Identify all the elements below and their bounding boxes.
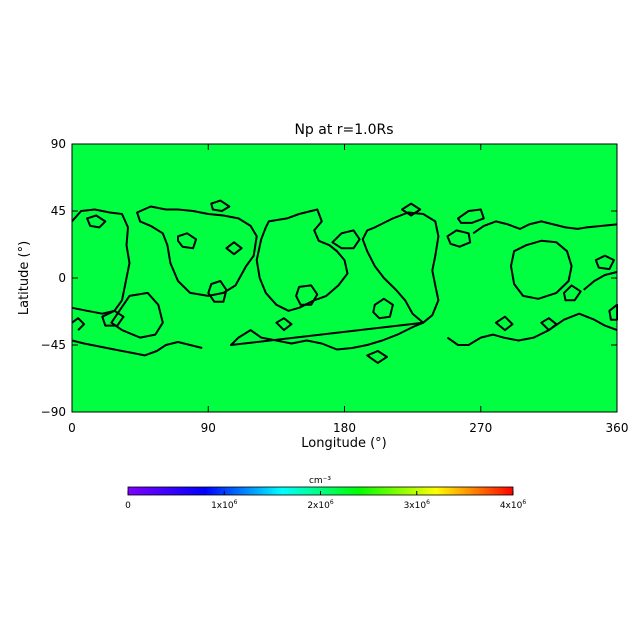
contour-small-4 — [446, 229, 472, 248]
colorbar-ticks: 0 1x106 2x106 3x106 4x106 — [125, 491, 526, 511]
contour-north-band — [71, 208, 131, 315]
contour-small-1 — [177, 232, 198, 250]
contour-small-8 — [210, 199, 231, 212]
colorbar-tick-label: 0 — [125, 501, 131, 511]
contour-right-lobe — [510, 239, 573, 300]
x-tick-label: 0 — [68, 421, 76, 435]
y-tick-label: −90 — [41, 405, 66, 419]
contour-small-3 — [295, 284, 319, 306]
colorbar-unit: cm⁻³ — [309, 476, 331, 486]
y-axis-label: Latitude (°) — [17, 241, 32, 315]
contour-small-16 — [401, 202, 422, 217]
contour-edge-lobe — [583, 271, 618, 291]
x-tick-label: 270 — [469, 421, 492, 435]
colorbar-tick-label: 1x106 — [211, 499, 238, 511]
x-tick-label: 90 — [201, 421, 216, 435]
contour-small-7 — [86, 214, 107, 229]
x-tick-label: 360 — [606, 421, 629, 435]
contour-right-ring — [472, 220, 618, 235]
contour-lines — [71, 199, 618, 364]
contour-small-15 — [366, 350, 388, 364]
contour-small-10 — [594, 254, 615, 271]
x-axis: 0 90 180 270 360 — [68, 144, 628, 435]
contour-upper-left-band — [136, 205, 258, 297]
y-tick-label: 90 — [51, 137, 66, 151]
contour-small-12 — [563, 284, 582, 302]
colorbar-tick-label: 4x106 — [500, 499, 527, 511]
contour-center-ring — [255, 208, 349, 312]
contour-right-band — [446, 312, 618, 346]
contour-small-14 — [275, 317, 293, 332]
contour-small-19 — [540, 317, 558, 332]
colorbar-tick-label: 3x106 — [404, 499, 431, 511]
y-axis: 90 45 0 −45 −90 — [41, 137, 617, 419]
colorbar-tick-label: 2x106 — [307, 499, 334, 511]
contour-small-6 — [331, 229, 361, 250]
contour-east-ring — [361, 211, 440, 324]
contour-small-20 — [71, 317, 86, 331]
contour-meander-center — [230, 321, 425, 351]
y-tick-label: −45 — [41, 338, 66, 352]
x-axis-label: Longitude (°) — [301, 436, 386, 451]
contour-lower-left — [71, 339, 203, 357]
contour-small-18 — [225, 241, 243, 256]
y-tick-label: 45 — [51, 204, 66, 218]
x-tick-label: 180 — [333, 421, 356, 435]
contour-small-9 — [457, 208, 485, 224]
chart-title: Np at r=1.0Rs — [294, 122, 393, 138]
contour-small-5 — [372, 297, 394, 320]
contour-small-11 — [101, 309, 125, 327]
y-tick-label: 0 — [58, 271, 66, 285]
contour-small-17 — [494, 315, 514, 332]
contour-small-2 — [207, 280, 228, 303]
